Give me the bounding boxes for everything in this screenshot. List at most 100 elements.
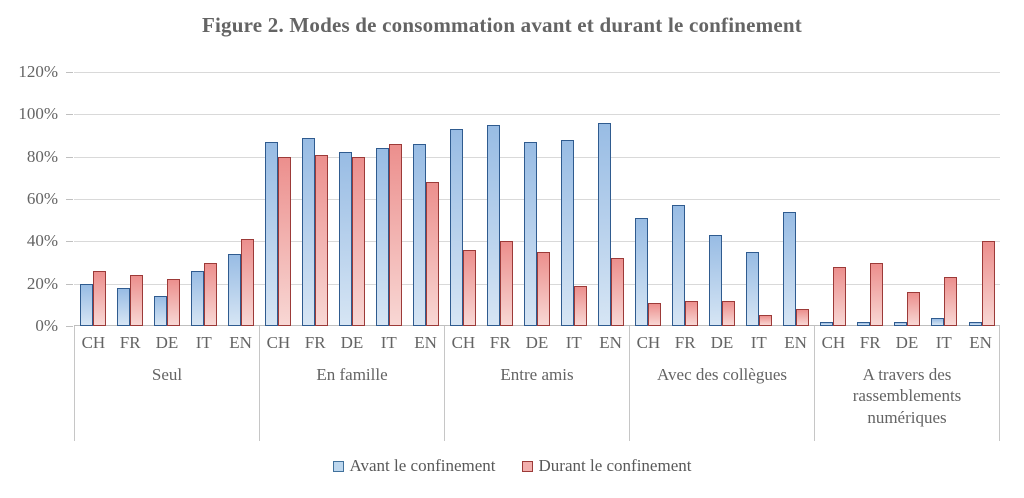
bar-pair (746, 251, 773, 326)
bar-avant-de-group1 (153, 296, 167, 326)
country-label-de: DE (525, 333, 549, 352)
bar-durant-it-group3 (574, 285, 588, 326)
bar-durant-de-group1 (166, 279, 180, 326)
bar-avant-en-group3 (598, 122, 612, 326)
y-axis-label-100: 100% (18, 104, 58, 123)
legend: Avant le confinement Durant le confinemen… (0, 456, 1024, 476)
chart-title: Figure 2. Modes de consommation avant et… (202, 13, 802, 37)
bar-slot-de (333, 72, 370, 326)
bar-slot-ch (815, 72, 852, 326)
y-axis-tick (66, 157, 73, 158)
bar-avant-de-group2 (338, 152, 352, 326)
country-label-it: IT (565, 333, 582, 352)
bar-pair (857, 262, 884, 326)
bar-group-2 (259, 72, 444, 326)
bar-pair (227, 239, 254, 326)
bar-slot-it (926, 72, 963, 326)
country-label-it: IT (750, 333, 767, 352)
country-label-fr: FR (304, 333, 326, 352)
group-cell-1: CH FR DE IT EN Seul (74, 326, 259, 441)
country-label-de: DE (710, 333, 734, 352)
bar-pair (709, 235, 736, 326)
bar-durant-en-group2 (425, 182, 439, 326)
bar-avant-ch-group1 (79, 283, 93, 326)
bar-avant-it-group2 (375, 148, 389, 326)
country-label-fr: FR (859, 333, 881, 352)
group-cell-4: CH FR DE IT EN Avec des collègues (629, 326, 814, 441)
bar-slot-ch (74, 72, 111, 326)
bar-slot-fr (481, 72, 518, 326)
bar-durant-de-group3 (537, 251, 551, 326)
bar-durant-ch-group5 (833, 266, 847, 326)
country-label-en: EN (414, 333, 437, 352)
y-axis-tick (66, 199, 73, 200)
bar-group-4 (630, 72, 815, 326)
country-label-ch: CH (266, 333, 291, 352)
bar-slot-ch (259, 72, 296, 326)
bar-pair (79, 271, 106, 326)
country-label-de: DE (895, 333, 919, 352)
country-label-ch: CH (81, 333, 106, 352)
country-label-fr: FR (674, 333, 696, 352)
bar-slot-de (148, 72, 185, 326)
country-label-row: CH FR DE IT EN (445, 333, 629, 355)
country-label-de: DE (155, 333, 179, 352)
bar-durant-ch-group4 (648, 302, 662, 326)
country-label-en: EN (969, 333, 992, 352)
bar-pair (153, 279, 180, 326)
country-label-it: IT (380, 333, 397, 352)
bar-avant-fr-group5 (857, 321, 871, 326)
bar-avant-ch-group5 (820, 321, 834, 326)
bar-avant-it-group5 (931, 317, 945, 326)
bar-slot-de (889, 72, 926, 326)
bar-durant-de-group4 (722, 300, 736, 326)
bar-slot-fr (111, 72, 148, 326)
bars-area (74, 72, 1000, 326)
bar-pair (894, 292, 921, 326)
bar-avant-en-group5 (968, 321, 982, 326)
bar-group-1 (74, 72, 259, 326)
bar-pair (635, 218, 662, 326)
bar-slot-it (370, 72, 407, 326)
bar-pair (190, 262, 217, 326)
bar-pair (412, 144, 439, 326)
bar-slot-en (963, 72, 1000, 326)
bar-avant-ch-group2 (264, 141, 278, 326)
y-axis-tick (66, 284, 73, 285)
bar-durant-en-group5 (981, 241, 995, 326)
bar-slot-it (556, 72, 593, 326)
y-axis-label-80: 80% (26, 147, 58, 166)
bar-durant-fr-group3 (499, 241, 513, 326)
bar-pair (338, 152, 365, 326)
bar-pair (561, 139, 588, 326)
bar-avant-it-group3 (561, 139, 575, 326)
bar-slot-en (593, 72, 630, 326)
bar-durant-it-group5 (944, 277, 958, 326)
country-label-en: EN (229, 333, 252, 352)
bar-slot-fr (296, 72, 333, 326)
bar-group-3 (444, 72, 629, 326)
group-label-3: Entre amis (500, 365, 574, 384)
bar-avant-fr-group4 (672, 205, 686, 326)
bar-durant-ch-group1 (92, 271, 106, 326)
y-axis-label-120: 120% (18, 62, 58, 81)
y-axis-label-20: 20% (26, 274, 58, 293)
x-axis-labels: CH FR DE IT EN Seul CH FR DE IT EN En famille CH FR DE… (74, 326, 1000, 441)
bar-pair (783, 211, 810, 326)
gridline-100 (74, 114, 1000, 115)
bar-durant-de-group2 (351, 156, 365, 326)
country-label-it: IT (935, 333, 952, 352)
bar-durant-de-group5 (907, 292, 921, 326)
bar-avant-it-group1 (190, 271, 204, 326)
bar-durant-fr-group5 (870, 262, 884, 326)
bar-slot-fr (667, 72, 704, 326)
bar-slot-ch (444, 72, 481, 326)
group-cell-5: CH FR DE IT EN A travers des rassemblements n… (814, 326, 1000, 441)
bar-slot-ch (630, 72, 667, 326)
bar-pair (931, 277, 958, 326)
bar-slot-en (778, 72, 815, 326)
group-label-1: Seul (151, 365, 183, 384)
bar-durant-en-group1 (240, 239, 254, 326)
country-label-row: CH FR DE IT EN (75, 333, 259, 355)
